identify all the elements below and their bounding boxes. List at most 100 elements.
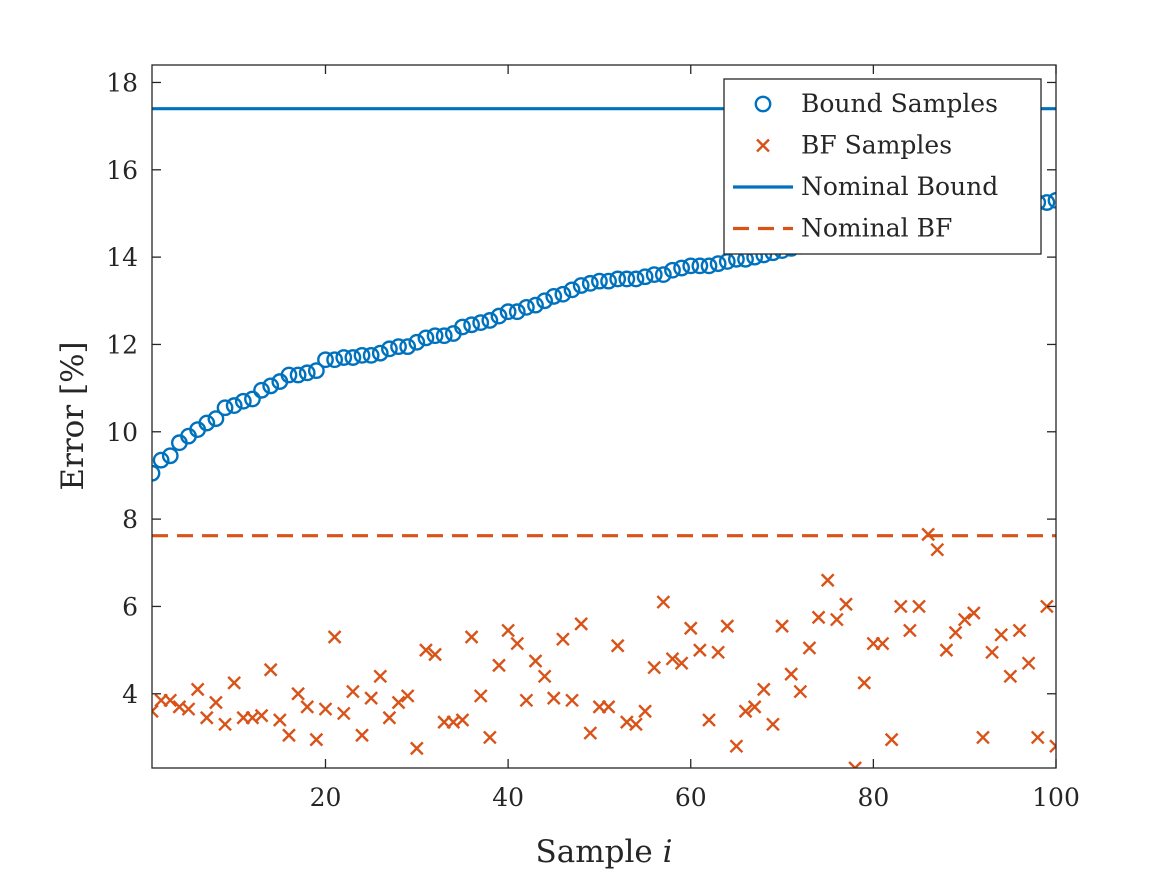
bf-samples-point: [756, 682, 771, 697]
bf-samples-point: [181, 702, 196, 716]
y-tick-label: 14: [106, 243, 138, 272]
bf-samples-point: [1040, 599, 1054, 614]
bf-samples-point: [152, 704, 159, 719]
legend-items: Bound Samples BF Samples Nominal Bound Nomi…: [733, 89, 998, 243]
bound-samples-point: [152, 451, 170, 469]
bf-samples-point: [674, 656, 689, 671]
bound-samples-point: [435, 327, 453, 345]
bf-samples-point: [766, 717, 780, 732]
bf-samples-point: [629, 717, 643, 732]
bf-samples-point: [336, 706, 351, 721]
bound-samples-point: [618, 270, 636, 288]
bf-samples-point: [601, 700, 616, 714]
bound-samples-point: [207, 410, 225, 428]
bf-samples-point: [930, 542, 945, 557]
bf-samples-point: [848, 761, 862, 768]
bf-samples-point: [638, 704, 652, 719]
legend-marker-x: [756, 138, 770, 153]
bf-samples-point: [610, 638, 625, 653]
bound-samples-point: [654, 266, 672, 283]
bound-samples-point: [234, 392, 252, 410]
bf-samples-point: [1003, 669, 1018, 684]
legend-item: Nominal BF: [733, 214, 952, 243]
bf-samples-point: [693, 643, 707, 657]
bf-samples-point: [546, 691, 561, 705]
bf-samples-point: [254, 708, 269, 723]
bound-samples-point: [636, 268, 654, 286]
bound-samples-point: [280, 366, 298, 384]
x-tick-label: 80: [857, 783, 889, 812]
bf-samples-point: [830, 612, 844, 627]
y-tick-label: 4: [122, 680, 138, 709]
x-tick-label: 40: [492, 783, 524, 812]
bf-samples-point: [976, 730, 990, 745]
bf-samples-point: [957, 612, 972, 627]
x-axis-label-text: Sample: [536, 834, 653, 870]
legend-box: [723, 78, 1042, 255]
bound-samples-point: [581, 274, 599, 292]
bf-samples-point: [1021, 656, 1036, 671]
bf-samples-series: [152, 527, 1056, 768]
bound-samples-point: [161, 447, 179, 465]
bound-samples-point: [326, 351, 344, 369]
bound-samples-point: [390, 338, 407, 356]
bf-samples-point: [884, 732, 899, 747]
bf-samples-point: [1049, 739, 1056, 754]
bound-samples-point: [499, 303, 517, 321]
legend-label: Nominal Bound: [801, 172, 998, 201]
bound-samples-point: [554, 285, 572, 303]
bf-samples-point: [300, 700, 315, 714]
x-axis-label-var: i: [663, 834, 673, 870]
bf-samples-point: [793, 684, 808, 699]
bound-samples-point: [244, 390, 261, 408]
bound-samples-point: [673, 259, 691, 277]
bound-samples-point: [426, 327, 444, 345]
bf-samples-point: [218, 717, 232, 732]
bound-samples-point: [600, 272, 617, 290]
bound-samples-point: [225, 397, 243, 414]
bf-samples-point: [199, 710, 214, 725]
bf-samples-point: [428, 647, 442, 662]
bf-samples-point: [802, 641, 817, 655]
bound-samples-point: [563, 281, 581, 299]
legend-label: Bound Samples: [801, 89, 998, 118]
x-tick-label: 60: [675, 783, 707, 812]
bf-samples-point: [711, 645, 725, 660]
bound-samples-point: [545, 288, 563, 305]
bf-samples-point: [492, 658, 506, 673]
bound-samples-point: [371, 344, 389, 362]
bf-samples-point: [391, 695, 406, 710]
bf-samples-point: [327, 630, 342, 644]
bf-samples-point: [318, 702, 333, 716]
bf-samples-point: [775, 619, 789, 633]
bf-samples-point: [1012, 623, 1027, 638]
bound-samples-point: [335, 349, 353, 366]
bf-samples-point: [419, 643, 433, 657]
bf-samples-point: [903, 623, 917, 638]
bf-samples-point: [282, 728, 296, 743]
bound-samples-point: [399, 338, 417, 356]
bf-samples-point: [720, 619, 735, 633]
y-tick-label: 8: [122, 505, 138, 534]
bf-samples-point: [190, 682, 205, 697]
bf-samples-point: [647, 660, 662, 675]
legend: Bound Samples BF Samples Nominal Bound Nomi…: [723, 78, 1042, 255]
legend-marker-circle: [754, 95, 772, 113]
y-tick-label: 10: [106, 418, 138, 447]
bf-samples-point: [556, 632, 570, 647]
bound-samples-point: [591, 272, 608, 290]
bound-samples-point: [508, 303, 526, 321]
bf-samples-point: [893, 599, 908, 614]
bf-samples-point: [272, 713, 287, 727]
bound-samples-point: [572, 277, 590, 294]
bf-samples-point: [1030, 730, 1045, 745]
bound-samples-point: [463, 316, 480, 334]
bf-samples-point: [574, 617, 589, 631]
bf-samples-point: [702, 713, 716, 727]
legend-label: BF Samples: [801, 131, 952, 160]
y-axis-label: Error [%]: [55, 341, 91, 490]
bound-samples-point: [664, 261, 681, 279]
y-tick-label: 6: [122, 592, 138, 621]
bound-samples-point: [198, 414, 216, 432]
bf-samples-point: [519, 693, 534, 708]
